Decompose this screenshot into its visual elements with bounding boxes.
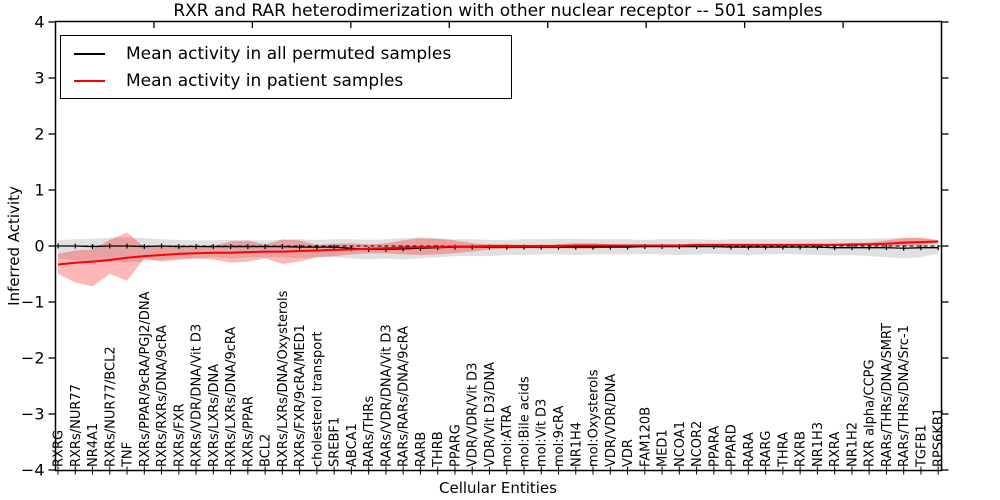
x-tick-label: RARs/RARs/DNA/9cRA bbox=[397, 326, 412, 467]
x-tick-label: VDR bbox=[621, 439, 636, 467]
x-tick-label: RARs/VDR/DNA/Vit D3 bbox=[379, 324, 394, 467]
legend-entry-permuted: Mean activity in all permuted samples bbox=[61, 40, 511, 67]
y-tick-label: −1 bbox=[21, 293, 45, 312]
x-axis-label: Cellular Entities bbox=[439, 479, 557, 497]
x-tick-label: RXRB bbox=[794, 431, 809, 467]
x-tick-label: RARA bbox=[742, 432, 757, 467]
patient-line-sample-icon bbox=[74, 79, 105, 82]
x-tick-label: mol:9cRA bbox=[552, 405, 567, 467]
x-tick-label: NR1H4 bbox=[569, 422, 584, 467]
x-tick-label: TNF bbox=[121, 442, 136, 468]
y-tick-label: −4 bbox=[21, 461, 45, 480]
x-tick-label: RXRs/LXRs/DNA/9cRA bbox=[224, 327, 239, 467]
x-tick-label: NCOA1 bbox=[673, 421, 688, 467]
x-tick-label: mol:Oxysterols bbox=[587, 369, 602, 467]
permuted-mean-line bbox=[58, 245, 939, 251]
x-tick-label: FAM120B bbox=[638, 407, 653, 467]
x-tick-label: cholesterol transport bbox=[310, 331, 325, 467]
legend-label-permuted: Mean activity in all permuted samples bbox=[126, 43, 452, 64]
x-tick-label: ABCA1 bbox=[345, 423, 360, 467]
x-tick-label: RARs/THRs/DNA/Src-1 bbox=[897, 325, 912, 467]
permuted-line-sample-icon bbox=[74, 52, 105, 55]
x-tick-label: THRA bbox=[776, 432, 791, 468]
x-tick-label: THRB bbox=[431, 431, 446, 468]
x-tick-label: BCL2 bbox=[259, 434, 274, 467]
y-tick-label: 1 bbox=[34, 181, 44, 200]
x-tick-label: RXRs/VDR/DNA/Vit D3 bbox=[190, 324, 205, 467]
x-tick-label: RARs/THRs bbox=[362, 396, 377, 467]
x-tick-label: NCOR2 bbox=[690, 421, 705, 467]
x-tick-label: VDR/VDR/Vit D3 bbox=[466, 363, 481, 467]
x-tick-label: RXRG bbox=[52, 430, 67, 467]
x-tick-label: RXRs/LXRs/DNA bbox=[207, 364, 222, 467]
x-tick-label: VDR/VDR/DNA bbox=[604, 374, 619, 467]
x-tick-label: VDR/Vit D3/DNA bbox=[483, 362, 498, 467]
legend-entry-patient: Mean activity in patient samples bbox=[61, 67, 511, 94]
y-tick-label: 4 bbox=[34, 13, 44, 32]
x-tick-label: mol:Vit D3 bbox=[535, 399, 550, 467]
x-tick-label: PPARD bbox=[725, 424, 740, 467]
x-tick-label: RXRs/PPAR bbox=[241, 396, 256, 467]
x-tick-label: mol:ATRA bbox=[500, 405, 515, 467]
x-tick-label: mol:Bile acids bbox=[517, 376, 532, 467]
chart-title: RXR and RAR heterodimerization with othe… bbox=[173, 1, 823, 21]
x-tick-label: NR4A1 bbox=[86, 423, 101, 467]
x-tick-label: MED1 bbox=[656, 429, 671, 467]
x-tick-label: RXR alpha/CCPG bbox=[863, 359, 878, 467]
x-tick-label: RXRs/PPAR/9cRA/PGJ2/DNA bbox=[138, 291, 153, 467]
x-tick-label: NR1H3 bbox=[811, 422, 826, 467]
x-tick-label: RARs/THRs/DNA/SMRT bbox=[880, 323, 895, 467]
y-tick-label: 2 bbox=[34, 125, 44, 144]
x-tick-label: RXRs/NUR77/BCL2 bbox=[103, 346, 118, 467]
legend-label-patient: Mean activity in patient samples bbox=[126, 70, 404, 91]
x-tick-label: NR1H2 bbox=[845, 422, 860, 467]
x-tick-label: RXRs/RXRs/DNA/9cRA bbox=[155, 325, 170, 467]
x-tick-label: RPS6KB1 bbox=[932, 408, 947, 467]
x-tick-label: TGFB1 bbox=[914, 424, 929, 468]
x-tick-label: RXRs/LXRs/DNA/Oxysterols bbox=[276, 290, 291, 467]
x-tick-label: RXRs/NUR77 bbox=[69, 384, 84, 467]
y-tick-label: −3 bbox=[21, 405, 45, 424]
patient-mean-line bbox=[57, 240, 939, 266]
x-tick-label: RXRs/FXR/9cRA/MED1 bbox=[293, 324, 308, 467]
legend: Mean activity in all permuted samples Me… bbox=[60, 35, 512, 99]
x-tick-label: RXRA bbox=[828, 432, 843, 467]
y-tick-label: −2 bbox=[21, 349, 45, 368]
x-tick-label: PPARG bbox=[448, 424, 463, 467]
x-tick-label: RARG bbox=[759, 430, 774, 467]
y-tick-label: 0 bbox=[34, 237, 44, 256]
x-tick-label: RXRs/FXR bbox=[172, 403, 187, 467]
x-tick-label: RARB bbox=[414, 432, 429, 467]
y-tick-label: 3 bbox=[34, 69, 44, 88]
x-tick-label: SREBF1 bbox=[328, 417, 343, 467]
x-tick-label: PPARA bbox=[707, 426, 722, 467]
